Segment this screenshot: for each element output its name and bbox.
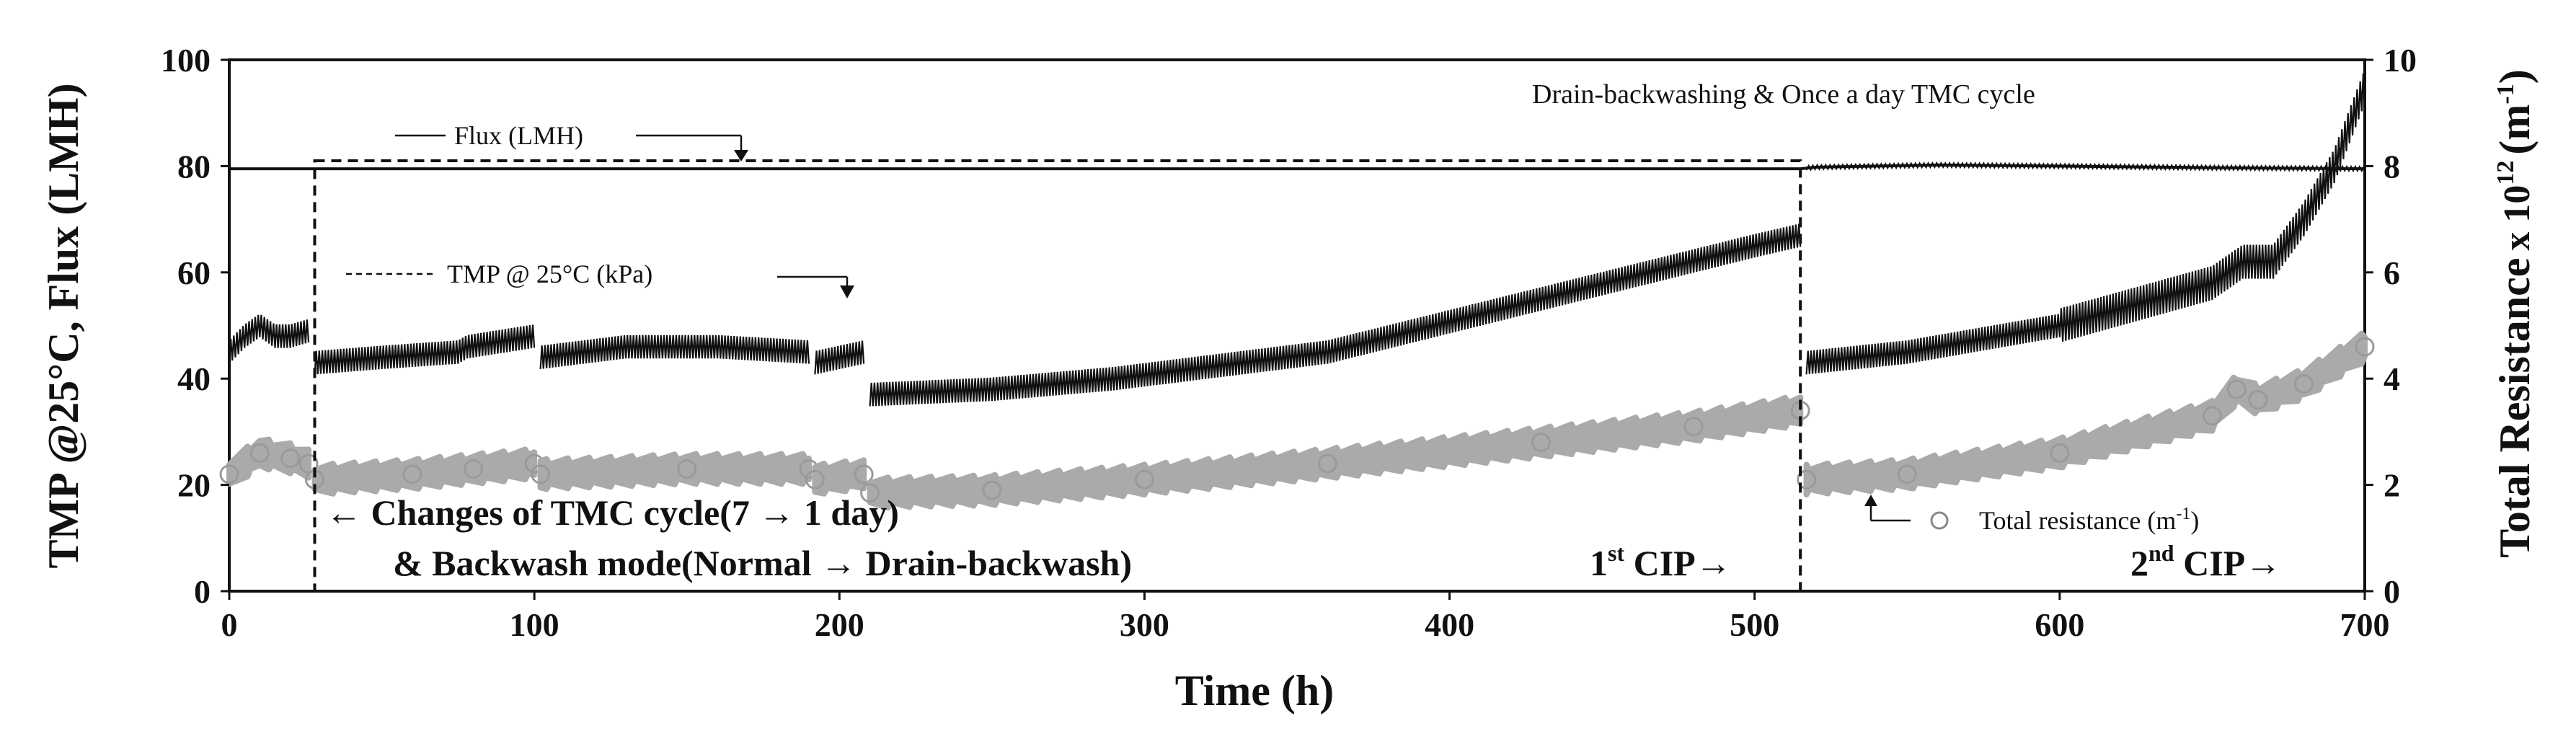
resistance-band	[867, 394, 1804, 510]
resistance-point	[860, 483, 880, 503]
resistance-point	[805, 469, 825, 490]
y-left-tick-label: 40	[177, 360, 211, 397]
x-tick-label: 600	[2035, 606, 2084, 643]
svg-text:TMP @ 25°C (kPa): TMP @ 25°C (kPa)	[447, 260, 652, 288]
y-left-tick-label: 20	[177, 467, 211, 504]
tmp-band	[869, 223, 1802, 407]
resistance-band	[311, 446, 538, 497]
x-axis-title: Time (h)	[1175, 667, 1335, 714]
x-tick-label: 500	[1730, 606, 1779, 643]
tmp-line	[1806, 86, 2366, 364]
resistance-point	[2202, 406, 2222, 426]
y-left-tick-label: 0	[194, 573, 211, 610]
resistance-point	[2355, 337, 2375, 357]
flux-fluctuation	[1805, 161, 2365, 173]
y-axis-right-title: Total Resistancex 1012(m-1)	[2491, 69, 2539, 557]
y-axis-left: 0 20 40 60 80 100	[161, 42, 229, 610]
x-tick-label: 100	[510, 606, 559, 643]
series-flux	[229, 161, 2365, 173]
y-left-tick-label: 100	[161, 42, 211, 79]
resistance-point	[464, 459, 484, 479]
y-axis-left-title: TMP @25°C, Flux (LMH)	[40, 83, 87, 568]
tmp-line	[869, 234, 1801, 396]
resistance-point	[2226, 379, 2247, 399]
resistance-point	[219, 464, 239, 484]
tmp-line	[815, 350, 864, 364]
resistance-point	[677, 459, 697, 479]
tmp-band	[314, 324, 536, 375]
resistance-band	[537, 451, 812, 492]
x-axis: 0 100 200 300 400 500 600 700	[221, 591, 2390, 643]
series-tmp	[228, 73, 2366, 407]
tmp-band	[1805, 73, 2366, 375]
y-right-tick-label: 2	[2384, 467, 2400, 504]
tmc-change-label: ← Changes of TMC cycle(7 → 1 day)	[326, 492, 899, 533]
tmp-legend: TMP @ 25°C (kPa)	[346, 260, 854, 298]
tmp-line	[314, 335, 535, 364]
tmp-band	[228, 314, 310, 364]
x-tick-label: 300	[1120, 606, 1169, 643]
y-right-tick-label: 10	[2384, 42, 2417, 79]
cip2-label: 2nd CIP→	[2130, 540, 2281, 583]
x-tick-label: 700	[2340, 606, 2390, 643]
drain-note: Drain-backwashing & Once a day TMC cycle	[1532, 79, 2035, 110]
resistance-point	[280, 448, 301, 469]
resistance-point	[1797, 469, 1817, 490]
resistance-point	[1683, 417, 1704, 437]
x-tick-label: 400	[1425, 606, 1474, 643]
tmp-band	[814, 340, 865, 375]
y-right-tick-label: 0	[2384, 573, 2400, 610]
resistance-point	[531, 464, 551, 484]
tmp-line	[540, 345, 810, 359]
resistance-point	[854, 464, 874, 484]
x-tick-label: 200	[815, 606, 864, 643]
y-right-tick-label: 4	[2384, 360, 2400, 397]
resistance-point	[2050, 443, 2070, 463]
flux-legend: Flux (LMH)	[395, 121, 748, 161]
resistance-point	[2248, 390, 2268, 410]
resistance-point	[1317, 453, 1337, 474]
y-right-tick-label: 8	[2384, 148, 2400, 185]
svg-text:Total resistance (m-1): Total resistance (m-1)	[1979, 505, 2199, 535]
changes-region-box	[313, 159, 1802, 593]
y-left-tick-label: 80	[177, 148, 211, 185]
resistance-band	[1803, 330, 2368, 498]
y-axis-right: 0 2 4 6 8 10	[2365, 42, 2417, 610]
resistance-point	[2293, 374, 2314, 394]
svg-text:Flux (LMH): Flux (LMH)	[454, 121, 583, 150]
resistance-point	[1897, 464, 1917, 484]
resistance-point	[1531, 433, 1552, 453]
tmp-line	[228, 324, 309, 353]
x-tick-label: 0	[221, 606, 238, 643]
y-right-tick-label: 6	[2384, 254, 2400, 291]
plot-frame	[228, 58, 2366, 593]
resistance-point	[402, 464, 422, 484]
tmp-band	[539, 335, 810, 369]
resistance-point	[982, 480, 1002, 500]
backwash-change-label: & Backwash mode(Normal → Drain-backwash)	[393, 543, 1132, 583]
y-left-tick-label: 60	[177, 254, 211, 291]
resistance-legend: Total resistance (m-1)	[1864, 495, 2199, 535]
cip1-label: 1st CIP→	[1590, 540, 1732, 583]
resistance-band	[226, 436, 311, 487]
resistance-point	[249, 443, 270, 463]
resistance-point	[1134, 469, 1154, 490]
